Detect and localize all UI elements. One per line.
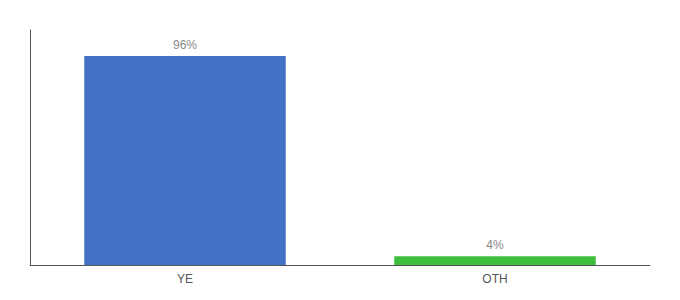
svg-text:4%: 4% [486, 238, 504, 252]
svg-text:OTH: OTH [482, 272, 507, 286]
svg-text:YE: YE [177, 272, 193, 286]
svg-text:96%: 96% [173, 38, 197, 52]
